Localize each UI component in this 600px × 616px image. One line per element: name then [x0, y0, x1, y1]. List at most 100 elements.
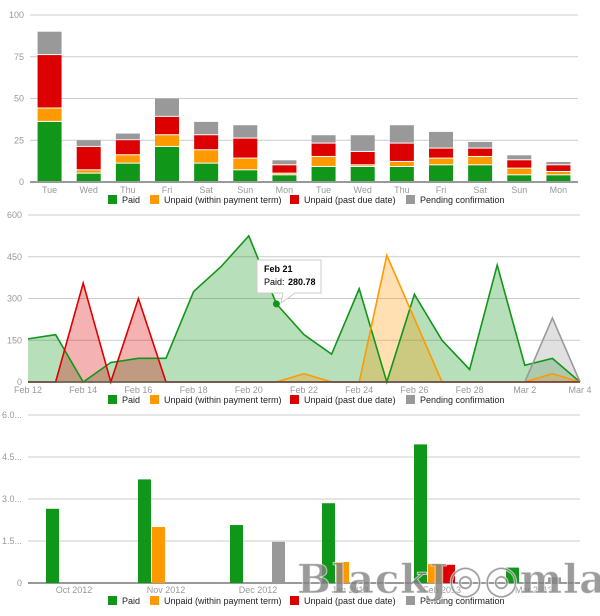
legend-label-paid: Paid	[122, 395, 140, 405]
x-tick-label: Sun	[511, 185, 527, 195]
bar-segment-paid	[311, 166, 336, 181]
legend-label-pending: Pending confirmation	[420, 596, 505, 606]
x-tick-label: Feb 12	[14, 385, 42, 395]
column-paid	[230, 525, 243, 583]
y-tick-label: 25	[14, 135, 24, 145]
legend-swatch-pending	[406, 596, 415, 605]
x-tick-label: Feb 20	[235, 385, 263, 395]
monthly-column-chart: 0 1.5... 3.0... 4.5... 6.0... Oct 2012 Nov 201…	[0, 405, 600, 611]
bar-segment-paid	[350, 166, 375, 181]
bar-segment-past_due	[115, 140, 140, 155]
x-tick-label: Oct 2012	[56, 585, 93, 595]
bar-segment-past_due	[350, 151, 375, 165]
y-tick-label: 1.5...	[2, 536, 22, 546]
x-tick-label: Tue	[42, 185, 57, 195]
column-unpaid_term	[152, 527, 165, 583]
column-past_due	[442, 564, 455, 583]
column-paid	[414, 444, 427, 583]
x-tick-label: Fri	[162, 185, 173, 195]
column-paid	[322, 503, 335, 583]
area-fill-paid	[28, 235, 580, 382]
column-paid	[506, 567, 519, 583]
bar-segment-paid	[194, 163, 219, 181]
x-tick-label: Nov 2012	[147, 585, 186, 595]
legend-label-past_due: Unpaid (past due date)	[304, 395, 396, 405]
bar-segment-unpaid_term	[546, 171, 571, 175]
y-tick-label: 0	[17, 578, 22, 588]
bar-segment-past_due	[155, 116, 179, 135]
legend-label-pending: Pending confirmation	[420, 395, 505, 405]
column-pending	[548, 577, 561, 583]
bar-segment-past_due	[194, 135, 219, 150]
x-tick-label: Feb 22	[290, 385, 318, 395]
y-tick-label: 450	[7, 252, 22, 262]
bar-segment-paid	[272, 175, 297, 181]
bar-segment-pending	[507, 155, 532, 160]
x-tick-label: Feb 26	[400, 385, 428, 395]
x-tick-label: Dec 2012	[239, 585, 278, 595]
chart-2-svg: 0 150 300 450 600 Feb 12 Feb 14 Feb 16 Feb 18 Feb…	[7, 210, 592, 405]
bar-segment-past_due	[233, 138, 258, 158]
legend-label-pending: Pending confirmation	[420, 195, 505, 205]
bar-segment-pending	[546, 161, 571, 165]
bar-segment-unpaid_term	[272, 173, 297, 175]
payments-area-chart: 0 150 300 450 600 Feb 12 Feb 14 Feb 16 Feb 18 Feb…	[0, 205, 600, 410]
column-unpaid_term	[336, 562, 349, 583]
y-tick-label: 150	[7, 335, 22, 345]
bar-segment-paid	[115, 163, 140, 181]
legend-swatch-pending	[406, 395, 415, 404]
bar-segment-paid	[37, 121, 62, 181]
tooltip-value: 280.78	[288, 277, 316, 287]
bar-segment-past_due	[546, 165, 571, 171]
tooltip-title: Feb 21	[264, 264, 293, 274]
x-tick-label: Mar 2013	[515, 585, 553, 595]
bar-segment-paid	[468, 165, 493, 181]
column-paid	[46, 508, 59, 583]
bar-segment-past_due	[507, 160, 532, 168]
column-pending	[272, 541, 285, 583]
x-tick-label: Tue	[316, 185, 331, 195]
y-tick-label: 3.0...	[2, 494, 22, 504]
chart-1-svg: 0 25 50 75 100 Tue Wed Thu Fri Sat Sun Mon Tue Wed Thu…	[9, 10, 578, 205]
y-tick-label: 6.0...	[2, 410, 22, 420]
x-tick-label: Thu	[120, 185, 136, 195]
bar-segment-pending	[272, 160, 297, 165]
y-tick-label: 50	[14, 94, 24, 104]
bar-segment-past_due	[37, 55, 62, 108]
legend-swatch-unpaid_term	[150, 195, 159, 204]
bar-segment-pending	[468, 141, 493, 148]
area-fill-past_due	[28, 283, 580, 382]
column-unpaid_term	[428, 563, 441, 583]
legend-label-unpaid_term: Unpaid (within payment term)	[164, 195, 282, 205]
bar-segment-past_due	[76, 146, 101, 170]
bar-segment-pending	[233, 125, 258, 138]
y-tick-label: 600	[7, 210, 22, 220]
bar-segment-pending	[76, 140, 101, 146]
bar-segment-unpaid_term	[507, 168, 532, 175]
bar-segment-unpaid_term	[115, 155, 140, 163]
legend-swatch-pending	[406, 195, 415, 204]
bar-segment-unpaid_term	[429, 158, 453, 165]
x-tick-label: Jan 2013	[331, 585, 368, 595]
bar-segment-pending	[37, 31, 62, 55]
bar-segment-paid	[507, 175, 532, 181]
bar-segment-pending	[194, 121, 219, 135]
legend-swatch-past_due	[290, 596, 299, 605]
bar-segment-past_due	[272, 165, 297, 173]
x-tick-label: Feb 24	[345, 385, 373, 395]
legend-label-unpaid_term: Unpaid (within payment term)	[164, 395, 282, 405]
x-tick-label: Feb 16	[124, 385, 152, 395]
x-tick-label: Mon	[550, 185, 568, 195]
tooltip-label: Paid:	[264, 277, 285, 287]
chart-3-svg: 0 1.5... 3.0... 4.5... 6.0... Oct 2012 Nov 201…	[2, 410, 580, 606]
bar-segment-unpaid_term	[468, 156, 493, 165]
bar-segment-unpaid_term	[311, 156, 336, 166]
y-tick-label: 300	[7, 294, 22, 304]
y-tick-label: 0	[19, 177, 24, 187]
y-tick-label: 4.5...	[2, 452, 22, 462]
legend-swatch-paid	[108, 596, 117, 605]
daily-invoices-stacked-bar-chart: 0 25 50 75 100 Tue Wed Thu Fri Sat Sun Mon Tue Wed Thu…	[0, 0, 600, 205]
x-tick-label: Sun	[237, 185, 253, 195]
bar-segment-paid	[233, 170, 258, 181]
legend-swatch-paid	[108, 395, 117, 404]
